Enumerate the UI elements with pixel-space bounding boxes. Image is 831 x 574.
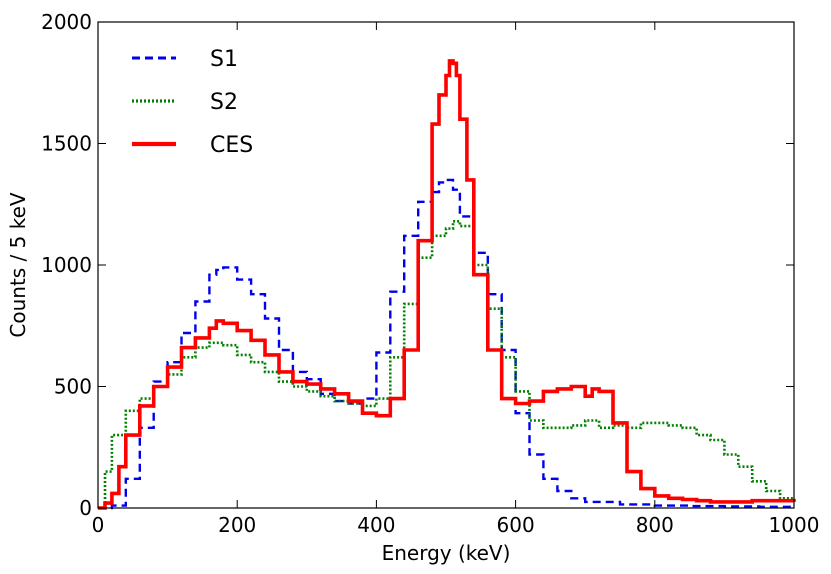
x-tick-label: 800 [636,513,674,537]
y-axis-label: Counts / 5 keV [6,192,30,338]
x-axis-label: Energy (keV) [382,541,511,565]
series-layer [98,59,796,510]
x-tick-label: 0 [92,513,105,537]
x-tick-label: 1000 [769,513,820,537]
y-tick-label: 1000 [41,253,92,277]
x-tick-label: 400 [357,513,395,537]
legend-label-s2: S2 [210,90,238,115]
x-tick-label: 600 [497,513,535,537]
labels-layer: Energy (keV) Counts / 5 keV [6,192,510,565]
ticks-layer: 0 200 400 600 800 1000 0 500 1000 1500 2000 [41,10,819,537]
y-tick-label: 2000 [41,10,92,34]
y-tick-label: 1500 [41,132,92,156]
legend-label-s1: S1 [210,47,238,72]
legend: S1 S2 CES [132,47,253,158]
series-line-s2 [98,220,796,510]
legend-label-ces: CES [210,133,253,158]
y-tick-label: 0 [79,496,92,520]
x-tick-label: 200 [218,513,256,537]
y-tick-label: 500 [54,375,92,399]
series-line-ces [98,59,796,510]
